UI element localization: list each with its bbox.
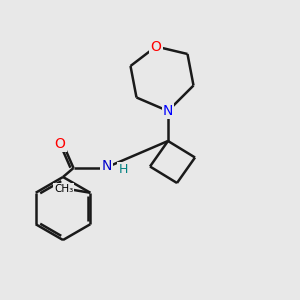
Text: CH₃: CH₃ — [54, 184, 74, 194]
Text: O: O — [151, 40, 161, 53]
Text: N: N — [101, 160, 112, 173]
Text: N: N — [163, 104, 173, 118]
Text: H: H — [118, 163, 128, 176]
Text: O: O — [55, 137, 65, 151]
